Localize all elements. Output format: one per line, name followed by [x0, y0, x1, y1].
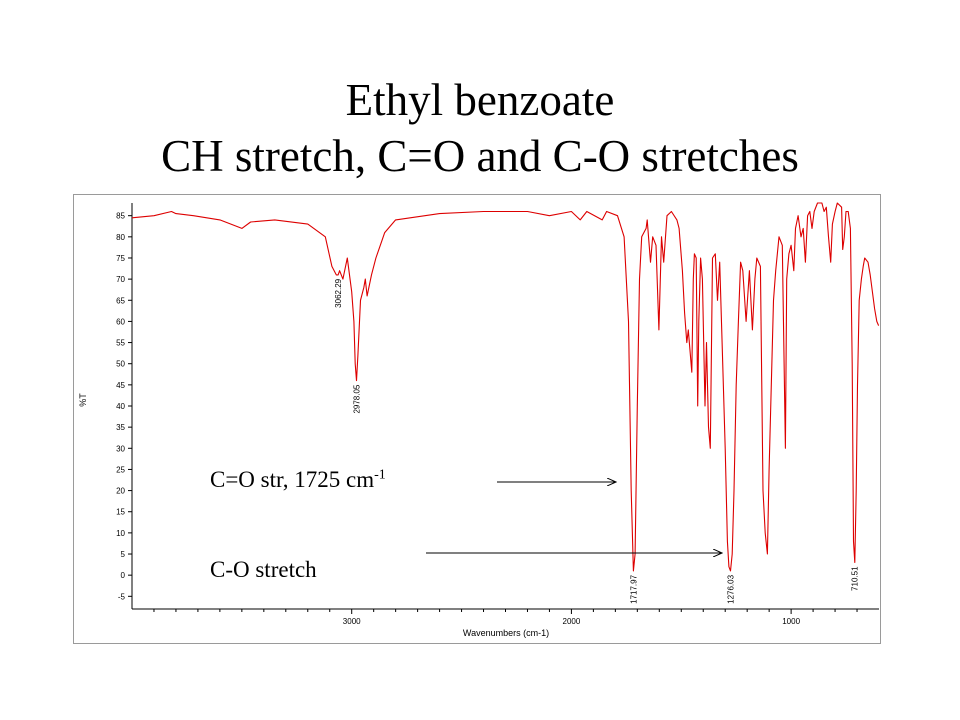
y-axis-label: %T: [78, 393, 88, 407]
peak-label: 1717.97: [629, 574, 638, 603]
y-tick-label: 60: [116, 317, 125, 326]
y-tick-label: 55: [116, 339, 125, 348]
y-tick-label: 25: [116, 465, 125, 474]
y-tick-label: 35: [116, 423, 125, 432]
peak-label: 3062.29: [334, 278, 343, 307]
y-tick-label: 45: [116, 381, 125, 390]
peak-label: 710.51: [851, 566, 860, 591]
x-tick-label: 1000: [782, 617, 800, 626]
y-tick-label: 75: [116, 254, 125, 263]
carbonyl-annotation-text: C=O str, 1725 cm: [210, 467, 375, 492]
ir-spectrum-chart: %T Wavenumbers (cm-1) -5 0 5 10 15 20 25 30 35 40…: [73, 194, 881, 644]
y-tick-label: 50: [116, 360, 125, 369]
x-axis-label: Wavenumbers (cm-1): [463, 628, 549, 638]
title-line-1: Ethyl benzoate: [345, 75, 615, 125]
y-tick-label: 40: [116, 402, 125, 411]
spectrum-svg: %T Wavenumbers (cm-1) -5 0 5 10 15 20 25 30 35 40…: [78, 202, 880, 638]
y-tick-label: 80: [116, 233, 125, 242]
y-tick-label: 5: [121, 550, 126, 559]
y-tick-label: 0: [121, 571, 126, 580]
x-tick-label: 3000: [343, 617, 361, 626]
peak-label: 1276.03: [726, 574, 735, 603]
co-stretch-annotation: C-O stretch: [210, 557, 317, 582]
y-tick-label: 70: [116, 275, 125, 284]
peak-label: 2978.05: [353, 384, 362, 413]
spectrum-line: [131, 202, 880, 572]
y-tick-label: -5: [118, 592, 126, 601]
y-tick-label: 30: [116, 444, 125, 453]
y-tick-label: 10: [116, 529, 125, 538]
y-tick-label: 65: [116, 296, 125, 305]
title-line-2: CH stretch, C=O and C-O stretches: [161, 131, 799, 181]
x-tick-label: 2000: [563, 617, 581, 626]
y-tick-label: 15: [116, 508, 125, 517]
carbonyl-annotation: C=O str, 1725 cm-1: [210, 467, 386, 493]
y-tick-label: 85: [116, 212, 125, 221]
carbonyl-annotation-unit-exponent: -1: [374, 467, 386, 483]
y-tick-label: 20: [116, 487, 125, 496]
page-title: Ethyl benzoate CH stretch, C=O and C-O s…: [0, 72, 960, 184]
